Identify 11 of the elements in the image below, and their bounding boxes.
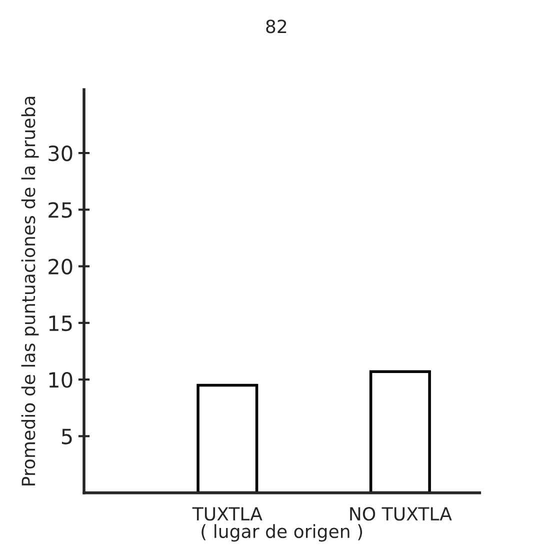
y-tick-label: 25 <box>48 202 72 218</box>
y-tick-label: 10 <box>49 372 72 388</box>
y-tick-label: 15 <box>49 316 72 332</box>
y-tick-label: 30 <box>48 145 72 162</box>
y-axis-title: Promedio de las puntuaciones de la prueba <box>21 96 39 486</box>
y-tick-label: 20 <box>48 258 72 274</box>
x-tick-label: TUXTLA <box>192 507 262 521</box>
x-axis-title: ( lugar de origen ) <box>202 524 362 542</box>
x-tick-label: NO TUXTLA <box>350 507 452 521</box>
y-tick-label: 5 <box>62 428 72 444</box>
text: 82 <box>266 20 286 34</box>
